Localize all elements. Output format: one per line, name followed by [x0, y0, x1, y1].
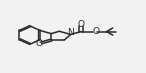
Text: N: N [67, 28, 74, 37]
Text: O: O [93, 27, 100, 36]
Text: O: O [77, 20, 84, 29]
Text: O: O [36, 39, 43, 48]
